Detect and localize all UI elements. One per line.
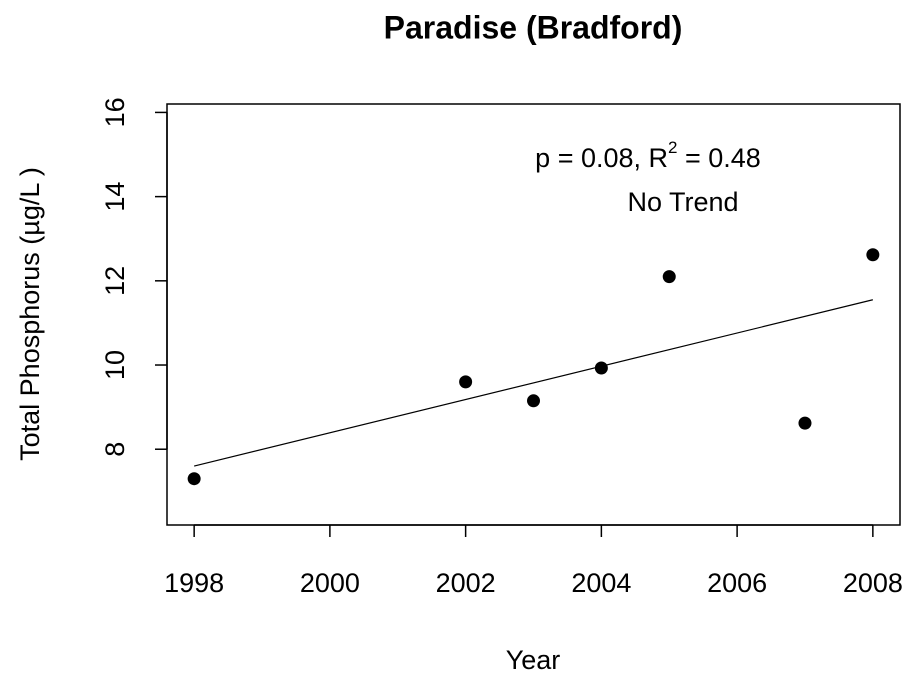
- x-tick-label: 1998: [164, 568, 224, 598]
- annotation-text: p = 0.08, R: [535, 143, 668, 173]
- plot-box: [166, 103, 901, 526]
- x-tick-label: 2006: [707, 568, 767, 598]
- x-tick-label: 2002: [436, 568, 496, 598]
- y-axis-label: Total Phosphorus (µg/L ): [15, 167, 45, 461]
- annotation: p = 0.08, R2 = 0.48: [535, 138, 761, 173]
- x-tick-label: 2008: [843, 568, 903, 598]
- y-tick-label: 14: [100, 182, 130, 212]
- x-tick-label: 2004: [571, 568, 631, 598]
- data-point: [527, 394, 540, 408]
- y-tick-label: 16: [100, 97, 130, 127]
- annotation-superscript: 2: [668, 138, 677, 157]
- data-point: [662, 270, 676, 284]
- data-point: [459, 375, 473, 389]
- trend-line: [194, 299, 873, 467]
- data-point: [798, 416, 812, 430]
- annotation: No Trend: [627, 187, 738, 217]
- chart-title: Paradise (Bradford): [384, 9, 683, 45]
- y-tick-label: 8: [100, 442, 130, 457]
- data-point: [594, 361, 608, 375]
- data-point: [866, 248, 880, 262]
- x-tick-label: 2000: [300, 568, 360, 598]
- y-tick-label: 10: [100, 350, 130, 380]
- data-point: [187, 472, 201, 486]
- annotation-text: = 0.48: [677, 143, 760, 173]
- x-axis-label: Year: [506, 645, 561, 675]
- y-tick-label: 12: [100, 266, 130, 296]
